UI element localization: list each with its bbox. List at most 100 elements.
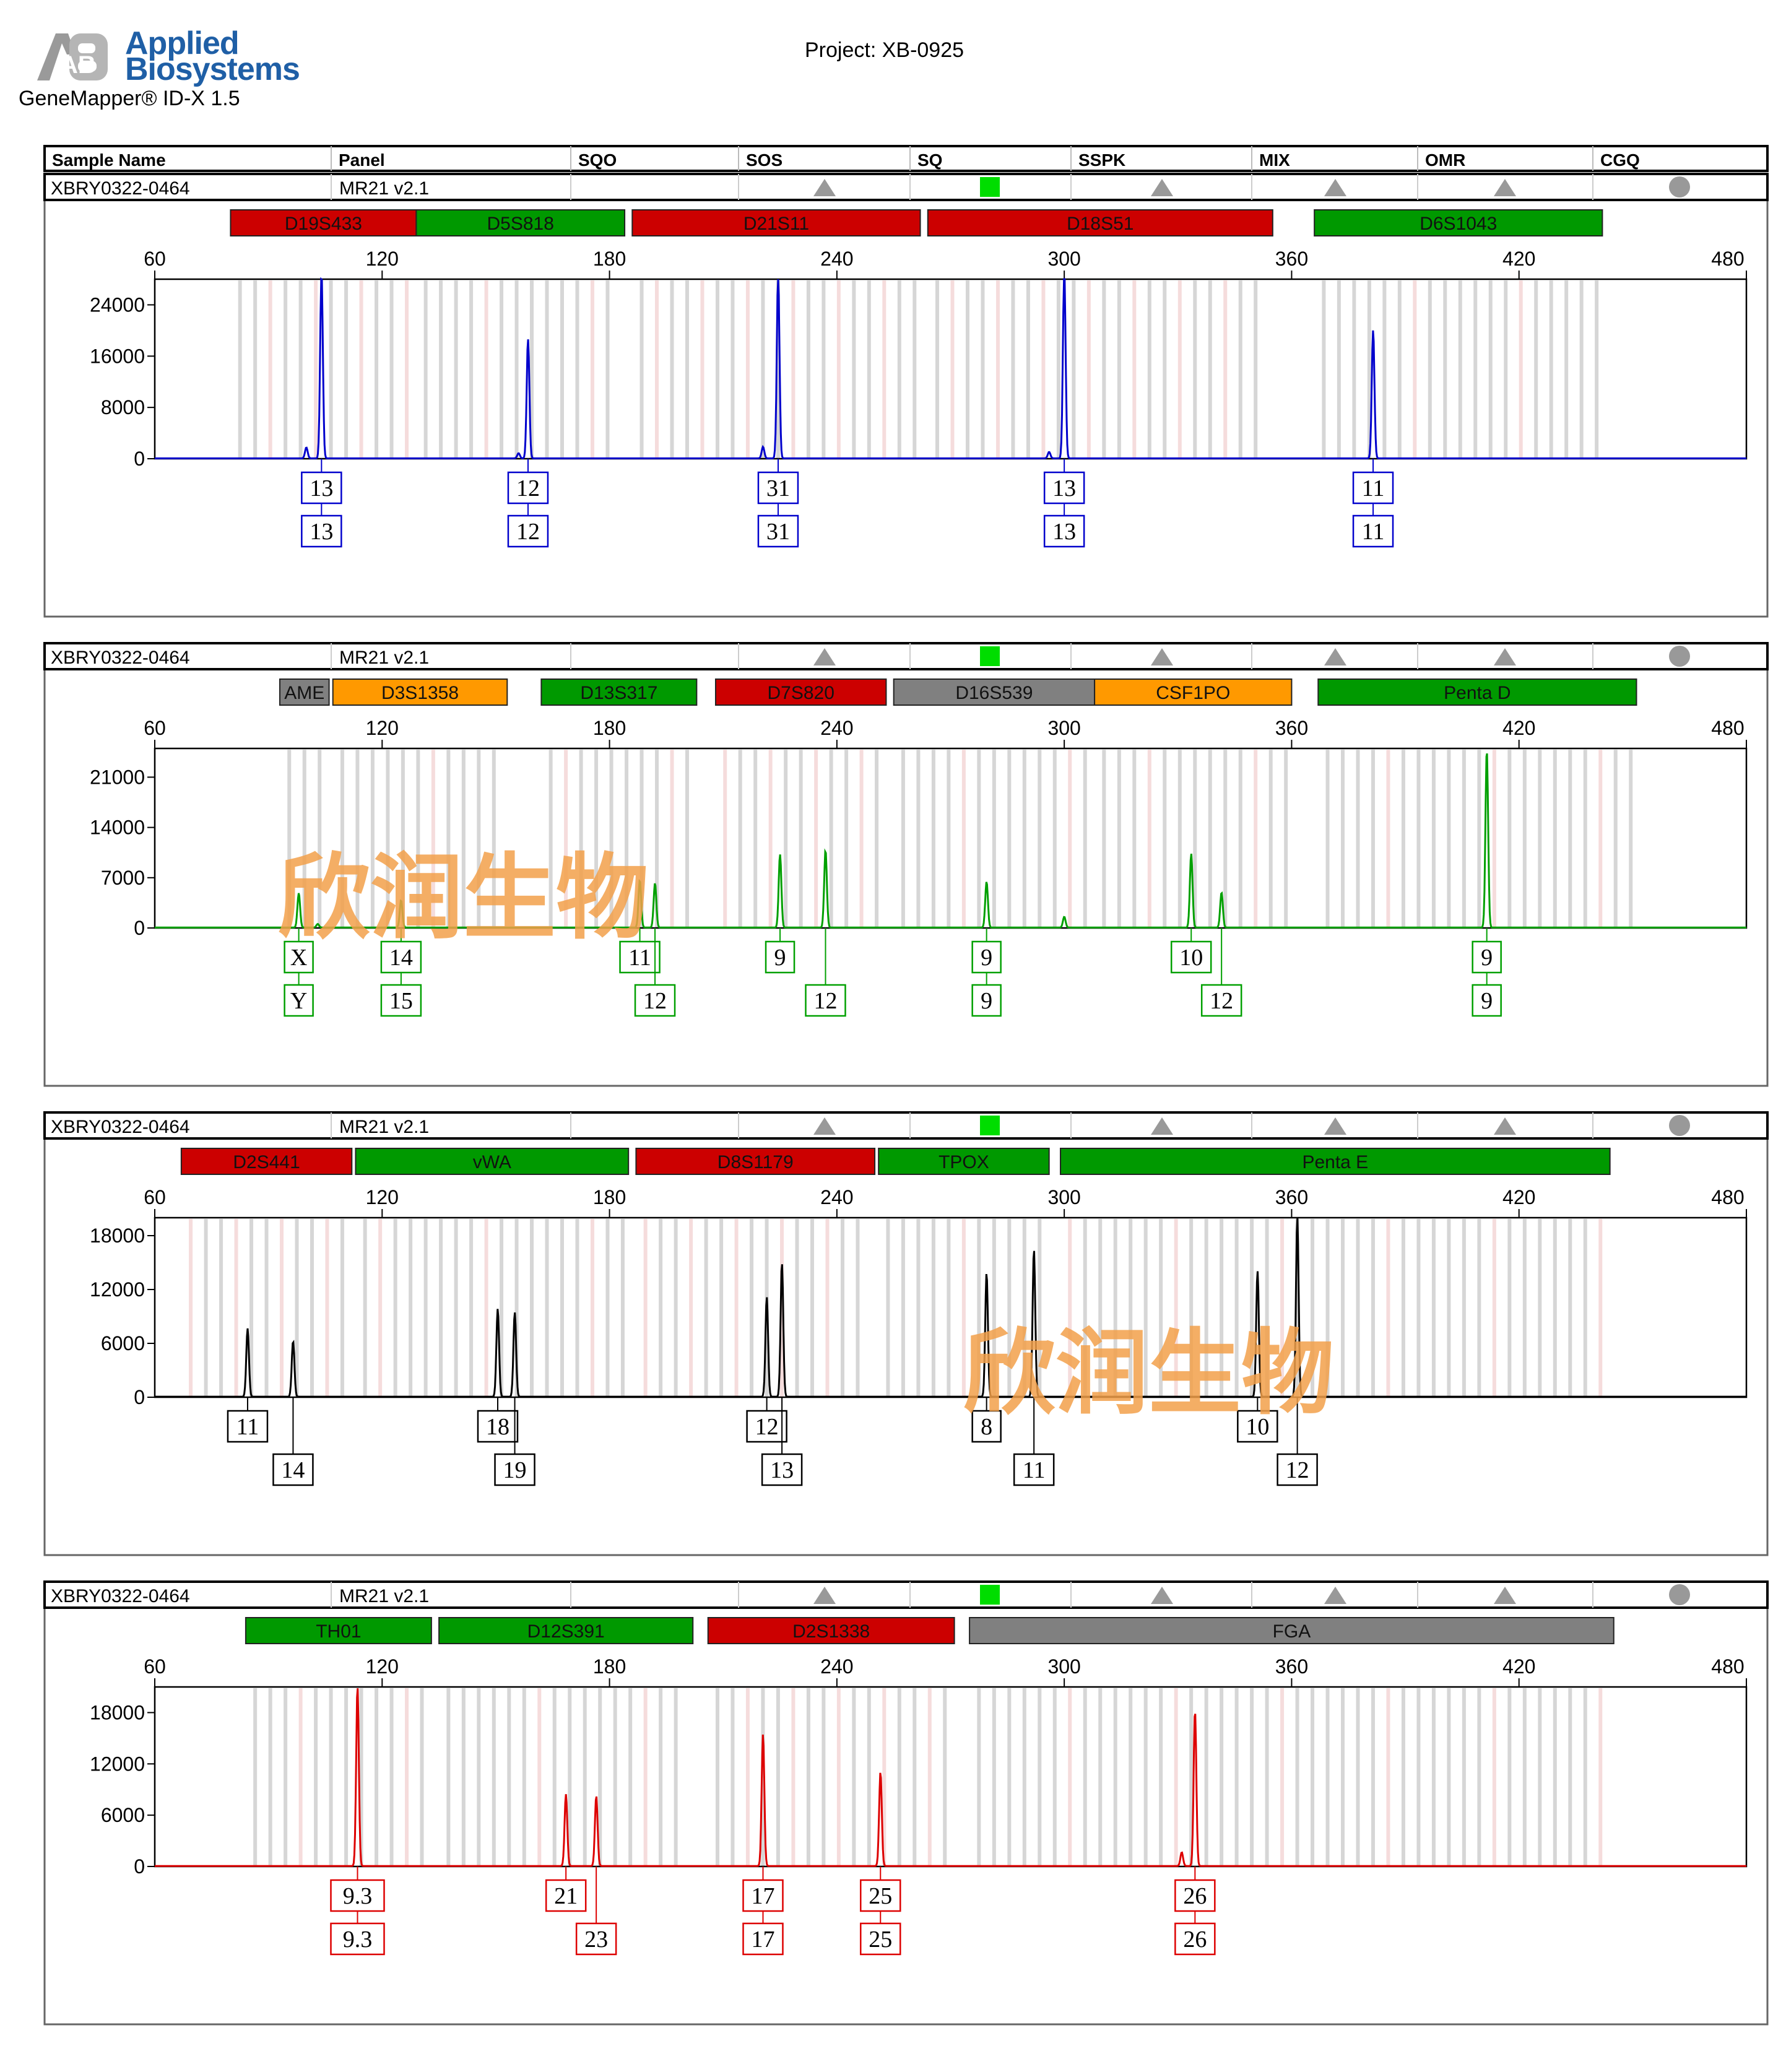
allele-bin (605, 280, 610, 459)
allele-bin (530, 1219, 534, 1397)
allele-bin (852, 1688, 856, 1866)
sq-status-triangle-icon (1151, 179, 1173, 196)
allele-bin (1337, 280, 1341, 459)
allele-bin (821, 1688, 826, 1866)
locus-label: D7S820 (767, 683, 834, 703)
allele-bin (314, 1688, 318, 1866)
allele-bin (1598, 1688, 1603, 1866)
sample-info-row (43, 642, 1769, 670)
allele-bin (625, 750, 629, 928)
y-tick-label: 8000 (101, 396, 145, 418)
allele-bin (1204, 1688, 1208, 1866)
allele-bin (950, 280, 955, 459)
allele-call-box (507, 514, 549, 548)
sq-status-triangle-icon (1494, 1587, 1516, 1604)
cgq-status-circle-icon (1669, 1584, 1690, 1605)
x-tick-label: 360 (1275, 717, 1308, 739)
allele-bin (393, 1219, 397, 1397)
allele-bin (1553, 1688, 1557, 1866)
panel-frame (43, 173, 1769, 618)
allele-bin (344, 280, 349, 459)
sq-status-triangle-icon (813, 1587, 836, 1604)
allele-bin (446, 1688, 451, 1866)
allele-bin (329, 280, 333, 459)
allele-bin (1295, 1688, 1299, 1866)
allele-bin (761, 280, 765, 459)
locus-label: D3S1358 (381, 683, 459, 703)
allele-bin (897, 1688, 901, 1866)
allele-bin (1250, 1219, 1254, 1397)
allele-bin (620, 1219, 625, 1397)
locus-label: D21S11 (743, 214, 809, 234)
allele-bin (670, 280, 674, 459)
allele-bin (1189, 1688, 1194, 1866)
column-header-mix: MIX (1259, 150, 1290, 170)
allele-bin (1583, 1219, 1587, 1397)
allele-bin (791, 280, 795, 459)
allele-bin (564, 750, 568, 928)
allele-bin (375, 1688, 379, 1866)
allele-bin (1007, 1219, 1012, 1397)
allele-bin (776, 280, 780, 459)
allele-bin (784, 750, 788, 928)
allele-bin (1341, 1219, 1345, 1397)
allele-call-box (971, 984, 1002, 1017)
allele-call-box (1043, 471, 1085, 505)
allele-call-label: 17 (751, 1883, 774, 1909)
allele-bin (1280, 1688, 1285, 1866)
y-tick-label: 7000 (101, 867, 145, 889)
panel-name-cell: MR21 v2.1 (339, 648, 429, 668)
allele-call-box (619, 940, 661, 974)
y-tick-label: 12000 (90, 1278, 145, 1301)
locus-bar (969, 1617, 1615, 1644)
allele-bin (1595, 280, 1599, 459)
x-tick-label: 300 (1047, 717, 1080, 739)
y-tick-label: 6000 (101, 1332, 145, 1355)
allele-bin (1477, 750, 1481, 928)
allele-bin (1129, 1688, 1133, 1866)
allele-bin (961, 1219, 966, 1397)
allele-bin (1007, 1688, 1012, 1866)
allele-bin (1492, 1219, 1496, 1397)
allele-bin (734, 1219, 739, 1397)
allele-bin (287, 750, 292, 928)
x-tick-label: 180 (593, 717, 626, 739)
allele-bin (204, 1219, 208, 1397)
applied-biosystems-logo-icon: AB (37, 33, 108, 80)
allele-bin (189, 1219, 193, 1397)
locus-bar (245, 1617, 432, 1644)
allele-bin (579, 750, 583, 928)
allele-bin (1102, 750, 1106, 928)
allele-call-label: 25 (869, 1883, 892, 1909)
allele-call-label: 25 (869, 1927, 892, 1953)
allele-call-box (971, 1410, 1002, 1443)
allele-bin (1147, 750, 1151, 928)
allele-bin (1507, 1688, 1512, 1866)
allele-bin (992, 1219, 996, 1397)
allele-bin (439, 280, 443, 459)
allele-bin (1341, 1688, 1345, 1866)
allele-bin (1265, 1219, 1269, 1397)
sq-status-triangle-icon (1151, 1117, 1173, 1135)
locus-label: AME (284, 683, 324, 703)
allele-bin (253, 280, 258, 459)
allele-bin (590, 1219, 594, 1397)
x-tick-label: 60 (144, 1186, 166, 1208)
allele-call-box (477, 1410, 519, 1443)
sample-name-cell: XBRY0322-0464 (51, 1117, 190, 1137)
allele-bin (1086, 280, 1091, 459)
sq-status-triangle-icon (813, 1117, 836, 1135)
allele-bin (1477, 1219, 1481, 1397)
allele-bin (1113, 1688, 1117, 1866)
locus-label: vWA (473, 1152, 511, 1173)
allele-bin (1102, 280, 1106, 459)
allele-bin (363, 1219, 367, 1397)
allele-bin (1522, 1688, 1527, 1866)
allele-bin (1056, 280, 1060, 459)
locus-bar (714, 678, 887, 706)
allele-call-label: 10 (1179, 945, 1203, 971)
x-tick-label: 480 (1711, 248, 1744, 270)
allele-bin (1568, 1688, 1572, 1866)
allele-bin (723, 750, 727, 928)
allele-call-label: 12 (643, 988, 667, 1014)
